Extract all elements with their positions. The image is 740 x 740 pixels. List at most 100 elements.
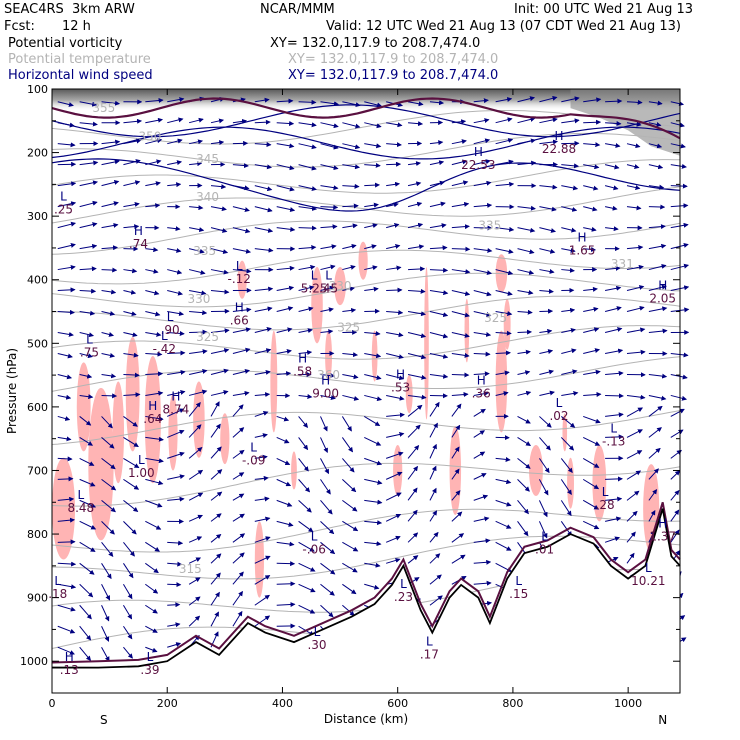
wind-arrow-681 xyxy=(364,583,380,590)
wind-arrow-299 xyxy=(254,306,273,313)
wind-arrow-239 xyxy=(210,269,229,275)
wind-arrow-527 xyxy=(167,474,185,480)
wind-arrow-1 xyxy=(79,101,98,107)
wind-arrow-558 xyxy=(210,491,223,501)
wind-arrow-539 xyxy=(429,465,437,480)
wind-arrow-549 xyxy=(648,468,659,480)
pv-blob-13 xyxy=(325,330,333,382)
wind-arrow-196 xyxy=(539,227,557,233)
wind-arrow-5 xyxy=(167,97,185,103)
wind-arrow-536 xyxy=(364,478,383,485)
extremum-9: H.58 xyxy=(293,351,312,378)
wind-arrow-311 xyxy=(517,309,533,315)
wind-arrow-400 xyxy=(561,369,578,375)
wind-arrow-502 xyxy=(254,454,268,460)
wind-arrow-599 xyxy=(473,516,490,522)
wind-arrow-224 xyxy=(517,248,535,255)
wind-arrow-675 xyxy=(232,571,244,585)
wind-arrow-230 xyxy=(648,243,667,250)
wind-arrow-170 xyxy=(604,205,618,211)
wind-arrow-431 xyxy=(605,393,624,399)
extremum-kind-16: L xyxy=(610,421,617,435)
wind-arrow-467 xyxy=(123,436,139,448)
wind-arrow-548 xyxy=(626,470,642,480)
y-tick-label-9: 1000 xyxy=(20,655,48,668)
wind-arrow-110 xyxy=(561,163,580,169)
extremum-value-34: 1.65 xyxy=(569,244,596,258)
wind-arrow-653 xyxy=(386,558,401,564)
x-tick-label-5: 1000 xyxy=(614,697,642,710)
wind-arrow-325 xyxy=(189,329,208,335)
wind-arrow-134 xyxy=(451,180,469,187)
wind-arrow-582 xyxy=(101,520,115,535)
wind-arrow-671 xyxy=(145,583,159,594)
wind-arrow-141 xyxy=(604,185,619,191)
wind-arrow-42 xyxy=(342,122,361,129)
wind-arrow-283 xyxy=(539,288,554,294)
x-tick-label-1: 200 xyxy=(157,697,178,710)
wind-arrow-363 xyxy=(386,353,404,360)
wind-arrow-709 xyxy=(342,604,355,617)
wind-arrow-322 xyxy=(123,332,138,338)
wind-arrow-197 xyxy=(561,227,577,233)
wind-arrow-576 xyxy=(605,496,623,502)
extremum-34: H1.65 xyxy=(569,231,596,258)
wind-arrow-300 xyxy=(276,306,294,313)
pv-blob-14 xyxy=(334,267,346,306)
wind-arrow-16 xyxy=(407,101,424,107)
wind-arrow-408 xyxy=(101,393,118,399)
wind-arrow-702 xyxy=(188,596,201,606)
extremum-15: L.02 xyxy=(549,396,568,423)
wind-arrow-243 xyxy=(298,264,316,271)
wind-arrow-337 xyxy=(451,332,470,338)
extremum-value-6: .90 xyxy=(161,323,180,337)
wind-arrow-519 xyxy=(626,450,643,459)
wind-arrow-372 xyxy=(583,348,601,354)
pv-blob-29 xyxy=(393,445,403,496)
theta-label-9: 340 xyxy=(196,190,219,204)
extremum-value-26: .15 xyxy=(509,587,528,601)
wind-arrow-139 xyxy=(561,185,579,191)
wind-arrow-119 xyxy=(123,180,141,187)
extremum-1: H.74 xyxy=(129,224,148,251)
wind-arrow-493 xyxy=(57,456,73,462)
wind-arrow-641 xyxy=(123,563,134,579)
wind-arrow-425 xyxy=(473,391,489,397)
wind-arrow-434 xyxy=(670,394,688,401)
wind-arrow-104 xyxy=(429,160,445,166)
wind-arrow-426 xyxy=(495,391,509,396)
wind-arrow-161 xyxy=(407,201,423,208)
extremum-6: L.90 xyxy=(161,310,180,337)
wind-arrow-19 xyxy=(473,98,489,104)
wind-arrow-357 xyxy=(254,348,272,354)
wind-arrow-58 xyxy=(57,142,76,148)
wind-arrow-242 xyxy=(276,265,295,271)
wind-arrow-392 xyxy=(386,373,405,381)
model-title: SEAC4RS 3km ARW xyxy=(4,2,135,17)
wind-arrow-203 xyxy=(57,243,76,250)
wind-arrow-391 xyxy=(364,373,382,380)
wind-arrow-195 xyxy=(517,227,536,233)
wind-arrow-90 xyxy=(123,159,141,166)
wind-arrow-472 xyxy=(232,427,245,438)
y-tick-label-8: 900 xyxy=(27,592,48,605)
wind-arrow-708 xyxy=(320,604,334,618)
wind-arrow-181 xyxy=(210,227,228,233)
wind-arrow-313 xyxy=(561,307,576,313)
extremum-28: L.17 xyxy=(420,634,439,661)
theta-label-2: 325 xyxy=(337,320,360,334)
wind-arrow-302 xyxy=(320,307,334,313)
extremum-29: L.39 xyxy=(140,650,159,677)
pv-blob-19 xyxy=(449,425,462,515)
wind-arrow-606 xyxy=(626,510,638,522)
extremum-35: H2.05 xyxy=(649,278,676,305)
wind-arrow-361 xyxy=(342,352,359,358)
wind-arrow-101 xyxy=(364,162,381,168)
wind-arrow-647 xyxy=(254,555,271,564)
wind-arrow-371 xyxy=(561,348,577,354)
wind-arrow-679 xyxy=(320,583,335,596)
wind-arrow-84 xyxy=(626,143,641,149)
wind-arrow-476 xyxy=(320,437,328,454)
wind-arrow-577 xyxy=(626,490,640,501)
y-tick-label-4: 500 xyxy=(27,337,48,350)
